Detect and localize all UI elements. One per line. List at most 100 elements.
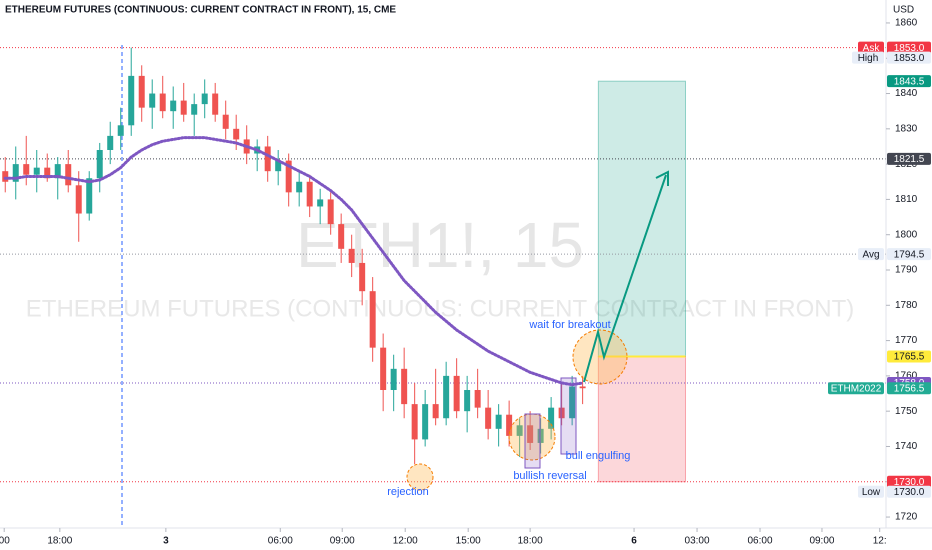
- price-tag-name: Avg: [862, 249, 879, 260]
- x-tick-label: 00: [0, 536, 10, 547]
- candle-body: [159, 93, 166, 112]
- price-tag: [887, 152, 931, 165]
- price-tag-name: Ask: [863, 43, 881, 54]
- price-tag-label: 1765.5: [894, 352, 925, 363]
- y-tick-label: 1840: [895, 88, 918, 99]
- y-tick-label: 1780: [895, 300, 918, 311]
- candle-body: [506, 414, 513, 436]
- y-tick-label: 1810: [895, 194, 918, 205]
- y-tick-label: 1770: [895, 335, 918, 346]
- x-tick-label: 06:00: [268, 536, 293, 547]
- y-tick-label: 1790: [895, 265, 918, 276]
- watermark-subtitle: ETHEREUM FUTURES (CONTINUOUS: CURRENT CO…: [26, 295, 854, 322]
- candle-body: [327, 199, 334, 225]
- price-tag-label: 1756.5: [894, 383, 925, 394]
- x-tick-label: 3: [163, 536, 169, 547]
- arrow: [583, 174, 667, 383]
- price-tag-name: ETHM2022: [831, 383, 882, 394]
- x-tick-label: 09:00: [809, 536, 834, 547]
- candle-body: [128, 75, 135, 126]
- candle-body: [138, 75, 145, 108]
- candle-body: [380, 347, 387, 390]
- candle-body: [569, 386, 576, 419]
- candle-body: [401, 368, 408, 405]
- candle-body: [75, 185, 82, 214]
- candle-body: [275, 160, 282, 172]
- price-tag-label: 1853.0: [894, 43, 925, 54]
- y-tick-label: 1750: [895, 406, 918, 417]
- candle-body: [149, 93, 156, 108]
- price-tag: [887, 41, 931, 54]
- candle-body: [54, 164, 61, 179]
- candle-body: [579, 386, 586, 389]
- price-tag-name: Low: [862, 487, 881, 498]
- price-tag: [887, 51, 931, 64]
- candle-body: [33, 167, 40, 175]
- price-tag: [887, 350, 931, 363]
- x-tick-label: 06:00: [748, 536, 773, 547]
- moving-average: [3, 136, 585, 387]
- candle-body: [558, 407, 565, 419]
- candle-body: [233, 128, 240, 140]
- candle-body: [411, 404, 418, 440]
- y-tick-label: 1740: [895, 441, 918, 452]
- price-tag: [887, 382, 931, 395]
- y-tick-label: 1720: [895, 512, 918, 523]
- price-tag-label: 1794.5: [894, 249, 925, 260]
- price-tag: [887, 248, 931, 261]
- candle-body: [285, 160, 292, 193]
- price-tag-label: 1730.0: [894, 487, 925, 498]
- price-tag: [887, 475, 931, 488]
- candle-body: [96, 150, 103, 179]
- candle-body: [485, 407, 492, 429]
- candle-body: [86, 178, 93, 214]
- candle-body: [474, 390, 481, 408]
- y-tick-label: 1760: [895, 371, 918, 382]
- x-tick-label: 12:: [873, 536, 887, 547]
- x-tick-label: 18:00: [518, 536, 543, 547]
- candle-body: [212, 93, 219, 115]
- candle-body: [201, 93, 208, 105]
- annotation: bull engulfing: [566, 450, 631, 462]
- x-tick-label: 18:00: [47, 536, 72, 547]
- x-tick-label: 03:00: [685, 536, 710, 547]
- candle-body: [296, 181, 303, 193]
- candle-body: [495, 414, 502, 429]
- candle-body: [264, 146, 271, 172]
- annotation: bullish reversal: [513, 470, 586, 482]
- candle-body: [180, 100, 187, 115]
- candle-body: [12, 164, 19, 182]
- chart-title: ETHEREUM FUTURES (CONTINUOUS: CURRENT CO…: [5, 5, 396, 16]
- profit-zone: [597, 80, 686, 357]
- highlight-circle: [406, 463, 434, 491]
- candle-body: [107, 135, 114, 150]
- candle-body: [117, 125, 124, 136]
- candle-body: [369, 291, 376, 348]
- candle-body: [359, 262, 366, 292]
- y-tick-label: 1830: [895, 123, 918, 134]
- candle-body: [65, 164, 72, 186]
- candle-body: [23, 164, 30, 175]
- candle-body: [464, 390, 471, 412]
- price-tag: [887, 75, 931, 88]
- price-tag-name-box: [852, 51, 884, 64]
- highlight-box: [524, 413, 541, 469]
- currency: USD: [893, 5, 914, 16]
- y-tick-label: 1800: [895, 229, 918, 240]
- candle-body: [443, 375, 450, 419]
- candle-body: [2, 171, 9, 182]
- price-tag: [887, 485, 931, 498]
- annotation: rejection: [387, 486, 429, 498]
- x-tick-label: 6: [631, 536, 637, 547]
- candle-body: [537, 428, 544, 443]
- plot: [0, 47, 886, 483]
- y-tick-label: 1860: [895, 18, 918, 29]
- candle-body: [548, 407, 555, 429]
- highlight-box: [560, 377, 577, 455]
- price-tag-label: 1821.5: [894, 154, 925, 165]
- x-tick-label: 09:00: [330, 536, 355, 547]
- annotation: wait for breakout: [528, 319, 610, 331]
- candle-body: [390, 368, 397, 390]
- candle-body: [527, 425, 534, 443]
